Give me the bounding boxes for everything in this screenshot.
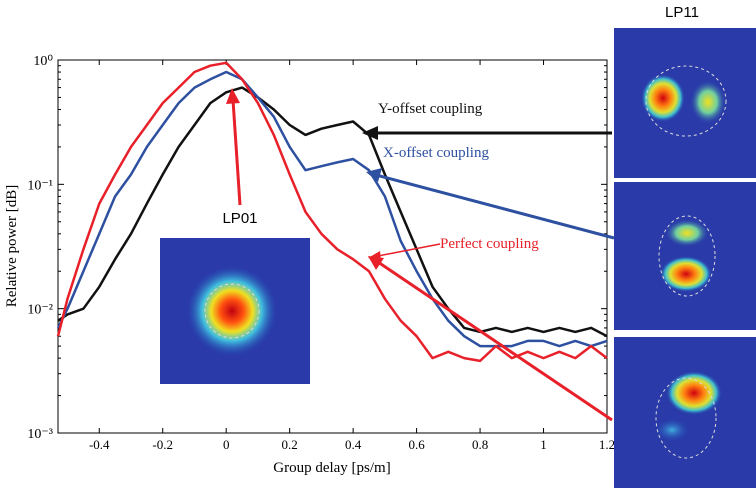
lp11-label: LP11: [665, 4, 699, 21]
plot-frame: [57, 59, 608, 434]
x-tick-label: 1.2: [599, 437, 615, 452]
x-tick-label: 0: [223, 437, 230, 452]
x-tick-label: -0.4: [89, 437, 110, 452]
series-line: [56, 61, 608, 363]
legend-x-offset: X-offset coupling: [383, 145, 489, 161]
x-axis-title: Group delay [ps/m]: [273, 460, 390, 476]
x-tick-label: 0.4: [345, 437, 362, 452]
y-tick-label: 10⁻³: [27, 427, 53, 442]
y-axis-title: Relative power [dB]: [4, 185, 20, 307]
x-tick-label: 0.6: [408, 437, 425, 452]
legend-y-offset: Y-offset coupling: [378, 101, 483, 117]
series-line: [57, 86, 608, 338]
lp11-insets: [614, 28, 756, 488]
series-line: [56, 70, 608, 348]
y-tick-label: 10⁻¹: [27, 178, 53, 193]
lp01-label: LP01: [222, 210, 257, 227]
lp01-inset: [160, 238, 310, 384]
x-tick-label: 0.8: [472, 437, 488, 452]
y-tick-label: 10⁰: [33, 54, 53, 69]
x-tick-label: 0.2: [282, 437, 298, 452]
y-tick-label: 10⁻²: [27, 303, 53, 318]
legend-perfect: Perfect coupling: [440, 236, 539, 252]
x-tick-label: 1: [540, 437, 547, 452]
arrows: [226, 88, 615, 422]
x-tick-label: -0.2: [152, 437, 173, 452]
